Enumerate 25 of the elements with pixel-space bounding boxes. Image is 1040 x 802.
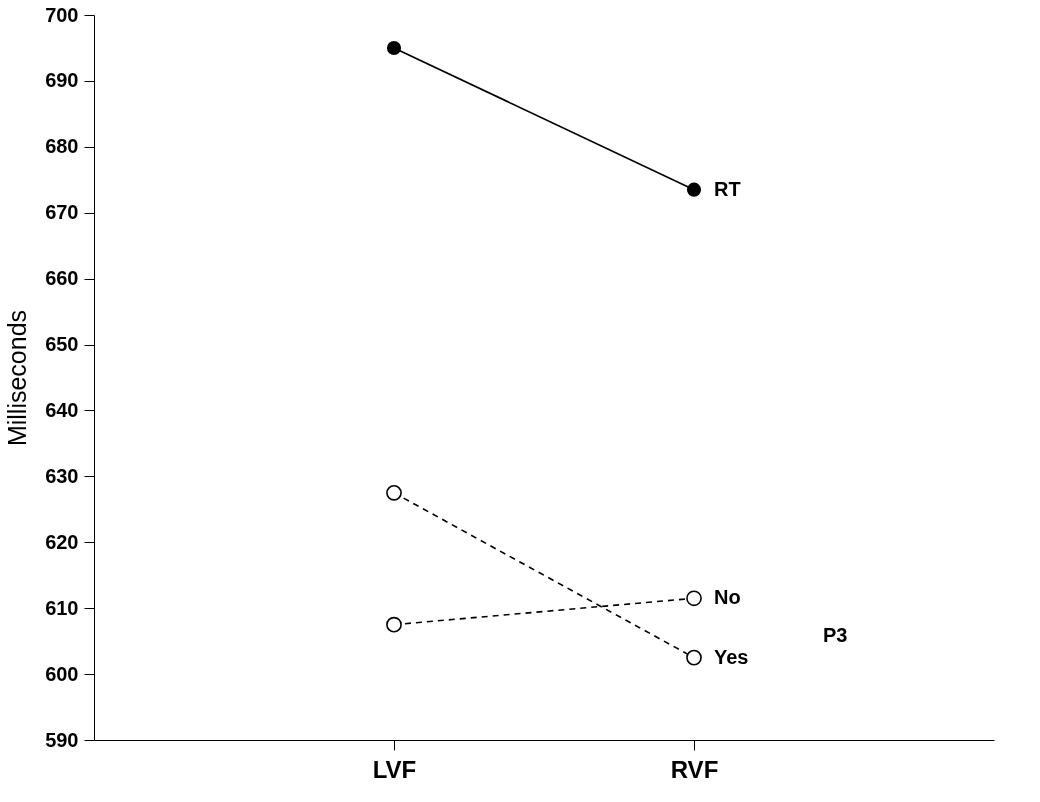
y-axis-title: Milliseconds bbox=[3, 309, 32, 447]
y-tick-label: 640 bbox=[45, 398, 79, 421]
y-tick-label: 620 bbox=[45, 530, 79, 553]
point bbox=[686, 182, 702, 197]
series-label: RT bbox=[714, 177, 741, 200]
series-label: Yes bbox=[714, 645, 749, 668]
x-tick-label: LVF bbox=[372, 755, 417, 783]
y-tick-label: 670 bbox=[45, 201, 79, 224]
y-tick-label: 660 bbox=[45, 267, 79, 290]
y-tick-label: 600 bbox=[45, 662, 79, 685]
x-tick-label: RVF bbox=[670, 755, 719, 783]
y-tick-label: 700 bbox=[45, 3, 79, 26]
y-tick-label: 690 bbox=[45, 69, 79, 92]
y-tick-label: 630 bbox=[45, 464, 79, 487]
y-tick-label: 590 bbox=[45, 728, 79, 751]
point bbox=[386, 616, 402, 633]
point bbox=[686, 649, 702, 666]
point bbox=[386, 484, 402, 501]
y-tick-label: 650 bbox=[45, 333, 79, 356]
point bbox=[686, 590, 702, 607]
y-tick-label: 610 bbox=[45, 596, 79, 619]
point bbox=[386, 40, 402, 56]
y-tick-label: 680 bbox=[45, 135, 79, 158]
series-label: No bbox=[714, 586, 741, 609]
annotation: P3 bbox=[823, 624, 848, 647]
